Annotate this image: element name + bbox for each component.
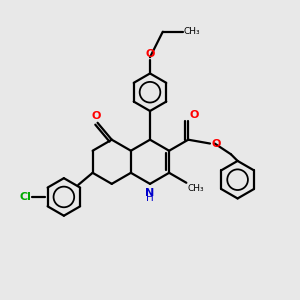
Text: O: O [211, 139, 220, 148]
Text: CH₃: CH₃ [188, 184, 204, 193]
Text: N: N [146, 188, 154, 198]
Text: O: O [145, 49, 155, 59]
Text: H: H [146, 193, 154, 203]
Text: O: O [189, 110, 199, 120]
Text: Cl: Cl [19, 192, 31, 202]
Text: O: O [92, 111, 101, 121]
Text: CH₃: CH₃ [184, 27, 200, 36]
